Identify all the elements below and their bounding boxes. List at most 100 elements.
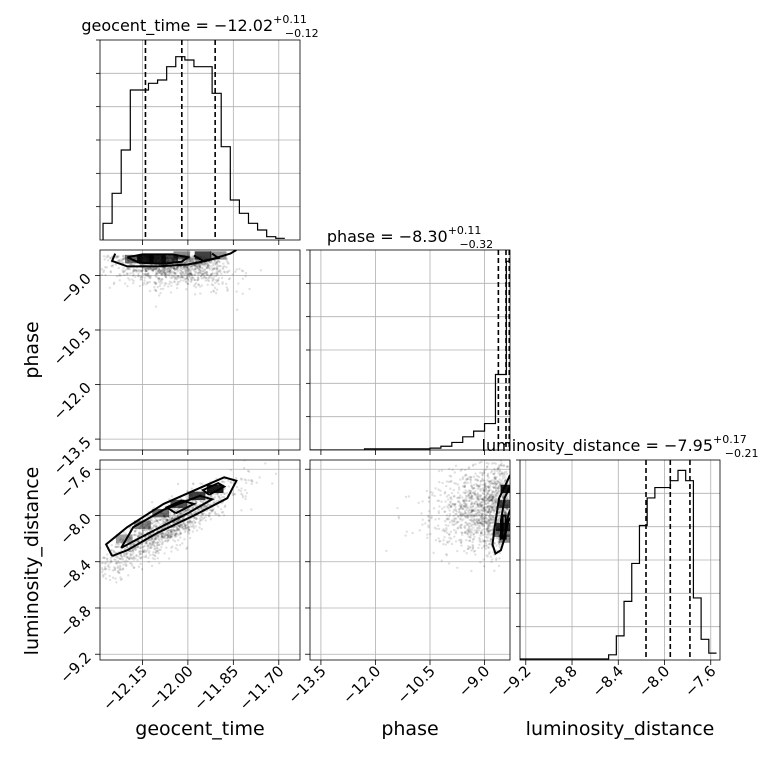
sample-point (491, 506, 494, 509)
sample-point (193, 267, 197, 271)
sample-point (190, 264, 194, 268)
sample-point (185, 546, 189, 549)
sample-point (494, 462, 498, 465)
sample-point (150, 268, 153, 271)
sample-point (467, 535, 470, 538)
sample-point (475, 520, 479, 524)
sample-point (238, 267, 241, 271)
sample-point (493, 480, 496, 483)
sample-point (454, 509, 457, 512)
sample-point (212, 284, 215, 287)
sample-point (455, 512, 458, 516)
sample-point (172, 513, 175, 517)
sample-point (495, 500, 498, 504)
sample-point (123, 257, 126, 260)
sample-point (138, 527, 141, 530)
sample-point (145, 541, 148, 545)
sample-point (116, 255, 119, 259)
sample-point (149, 526, 153, 529)
sample-point (453, 517, 457, 520)
sample-point (217, 270, 220, 273)
sample-point (501, 477, 505, 480)
sample-point (125, 552, 128, 556)
sample-point (133, 268, 136, 272)
sample-point (168, 536, 172, 539)
sample-point (188, 272, 192, 276)
sample-point (487, 539, 490, 543)
sample-point (219, 270, 222, 273)
sample-point (103, 258, 106, 261)
sample-point (480, 504, 483, 507)
sample-point (487, 546, 490, 549)
sample-point (134, 557, 137, 560)
sample-point (159, 548, 162, 552)
sample-point (100, 273, 104, 277)
sample-point (145, 269, 148, 273)
sample-point (177, 512, 180, 516)
sample-point (190, 273, 193, 276)
sample-point (139, 550, 142, 553)
sample-point (210, 509, 214, 512)
sample-point (212, 507, 215, 510)
sample-point (164, 275, 167, 278)
sample-point (215, 288, 219, 291)
sample-point (201, 273, 204, 276)
sample-point (494, 496, 497, 500)
sample-point (177, 533, 180, 536)
sample-point (489, 504, 493, 508)
sample-point (182, 527, 185, 531)
sample-point (189, 522, 192, 525)
sample-point (214, 493, 217, 496)
sample-point (467, 499, 471, 503)
sample-point (168, 267, 171, 270)
sample-point (183, 511, 187, 514)
sample-point (470, 509, 473, 512)
sample-point (181, 522, 185, 525)
sample-point (194, 517, 198, 521)
sample-point (103, 556, 106, 560)
sample-point (481, 474, 484, 477)
sample-point (481, 483, 485, 487)
sample-point (157, 271, 161, 274)
sample-point (495, 501, 498, 505)
sample-point (459, 526, 462, 529)
sample-point (123, 270, 126, 273)
sample-point (119, 576, 122, 579)
sample-point (144, 268, 147, 271)
sample-point (174, 532, 177, 536)
sample-point (487, 518, 491, 521)
sample-point (166, 518, 169, 522)
sample-point (473, 494, 477, 497)
sample-point (474, 513, 477, 516)
sample-point (463, 511, 467, 514)
sample-point (118, 568, 122, 572)
sample-point (198, 265, 201, 268)
sample-point (100, 561, 104, 565)
sample-point (176, 266, 179, 269)
sample-point (199, 263, 202, 267)
sample-point (490, 506, 494, 509)
sample-point (185, 510, 188, 513)
sample-point (155, 272, 159, 276)
sample-point (462, 498, 465, 502)
sample-point (181, 271, 185, 274)
sample-point (479, 517, 482, 520)
sample-point (475, 484, 479, 488)
sample-point (116, 545, 119, 548)
sample-point (449, 496, 453, 499)
sample-point (186, 266, 189, 269)
sample-point (129, 556, 132, 560)
sample-point (474, 518, 477, 521)
sample-point (404, 534, 407, 537)
sample-point (492, 486, 496, 490)
sample-point (227, 262, 230, 265)
sample-point (482, 489, 485, 492)
sample-point (491, 494, 494, 498)
sample-point (195, 500, 198, 504)
sample-point (460, 544, 463, 547)
sample-point (470, 495, 474, 498)
sample-point (492, 506, 496, 510)
sample-point (117, 571, 121, 574)
sample-point (480, 520, 484, 523)
sample-point (493, 476, 496, 480)
